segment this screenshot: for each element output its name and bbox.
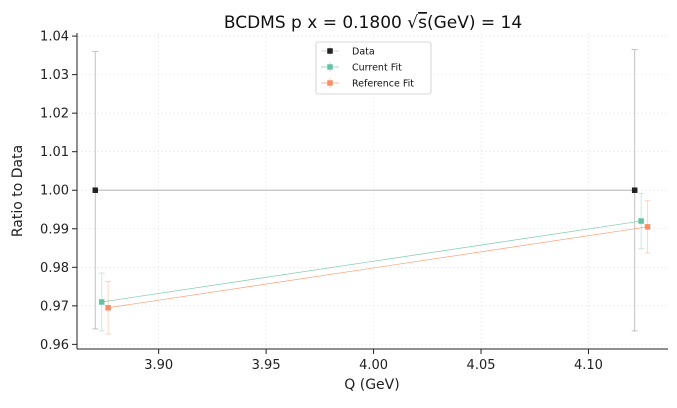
- x-tick-label: 4.10: [574, 358, 603, 373]
- legend: Data Current Fit Reference Fit: [315, 41, 432, 95]
- data-point: [105, 305, 111, 311]
- y-tick-label: 0.96: [40, 338, 69, 353]
- series-current-fit: [98, 192, 645, 332]
- legend-label: Current Fit: [352, 63, 402, 74]
- sqrt-symbol: √: [407, 13, 418, 33]
- data-point: [92, 187, 99, 193]
- y-axis-label: Ratio to Data: [10, 145, 26, 237]
- x-tick-label: 4.00: [359, 358, 388, 373]
- x-tick-label: 3.95: [252, 358, 281, 373]
- title-prefix: BCDMS p x = 0.1800: [224, 13, 407, 33]
- x-tick-label: 4.05: [467, 358, 496, 373]
- chart-title: BCDMS p x = 0.1800 √s(GeV) = 14: [224, 13, 522, 33]
- series-data: [92, 49, 638, 332]
- grid: [77, 33, 668, 349]
- legend-frame: [315, 41, 432, 95]
- legend-marker: [327, 48, 333, 54]
- series-line: [108, 226, 648, 309]
- title-suffix: (GeV) = 14: [427, 13, 522, 33]
- y-ticks: 0.96 0.97 0.98 0.99 1.00 1.01 1.02 1.03 1.04: [40, 30, 77, 353]
- y-tick-label: 1.00: [40, 184, 69, 199]
- title-sqrt: s: [418, 13, 427, 33]
- legend-label: Reference Fit: [352, 79, 414, 90]
- axes: [76, 33, 668, 350]
- x-axis-label: Q (GeV): [344, 377, 399, 393]
- y-tick-label: 1.02: [40, 107, 69, 122]
- y-tick-label: 0.98: [40, 261, 69, 276]
- y-tick-label: 1.04: [40, 30, 69, 45]
- legend-marker: [327, 64, 333, 70]
- y-tick-label: 0.97: [40, 299, 69, 314]
- x-tick-label: 3.90: [144, 358, 173, 373]
- y-tick-label: 1.01: [40, 145, 69, 160]
- data-point: [638, 218, 644, 224]
- legend-marker: [327, 80, 333, 86]
- y-tick-label: 0.99: [40, 222, 69, 237]
- series-line: [101, 220, 642, 303]
- data-point: [631, 187, 638, 193]
- y-tick-label: 1.03: [40, 68, 69, 83]
- series-layer: [92, 49, 651, 335]
- legend-label: Data: [352, 47, 375, 58]
- data-point: [644, 224, 651, 230]
- series-reference-fit: [105, 200, 651, 335]
- x-ticks: 3.90 3.95 4.00 4.05 4.10: [144, 349, 603, 373]
- data-point: [98, 299, 105, 305]
